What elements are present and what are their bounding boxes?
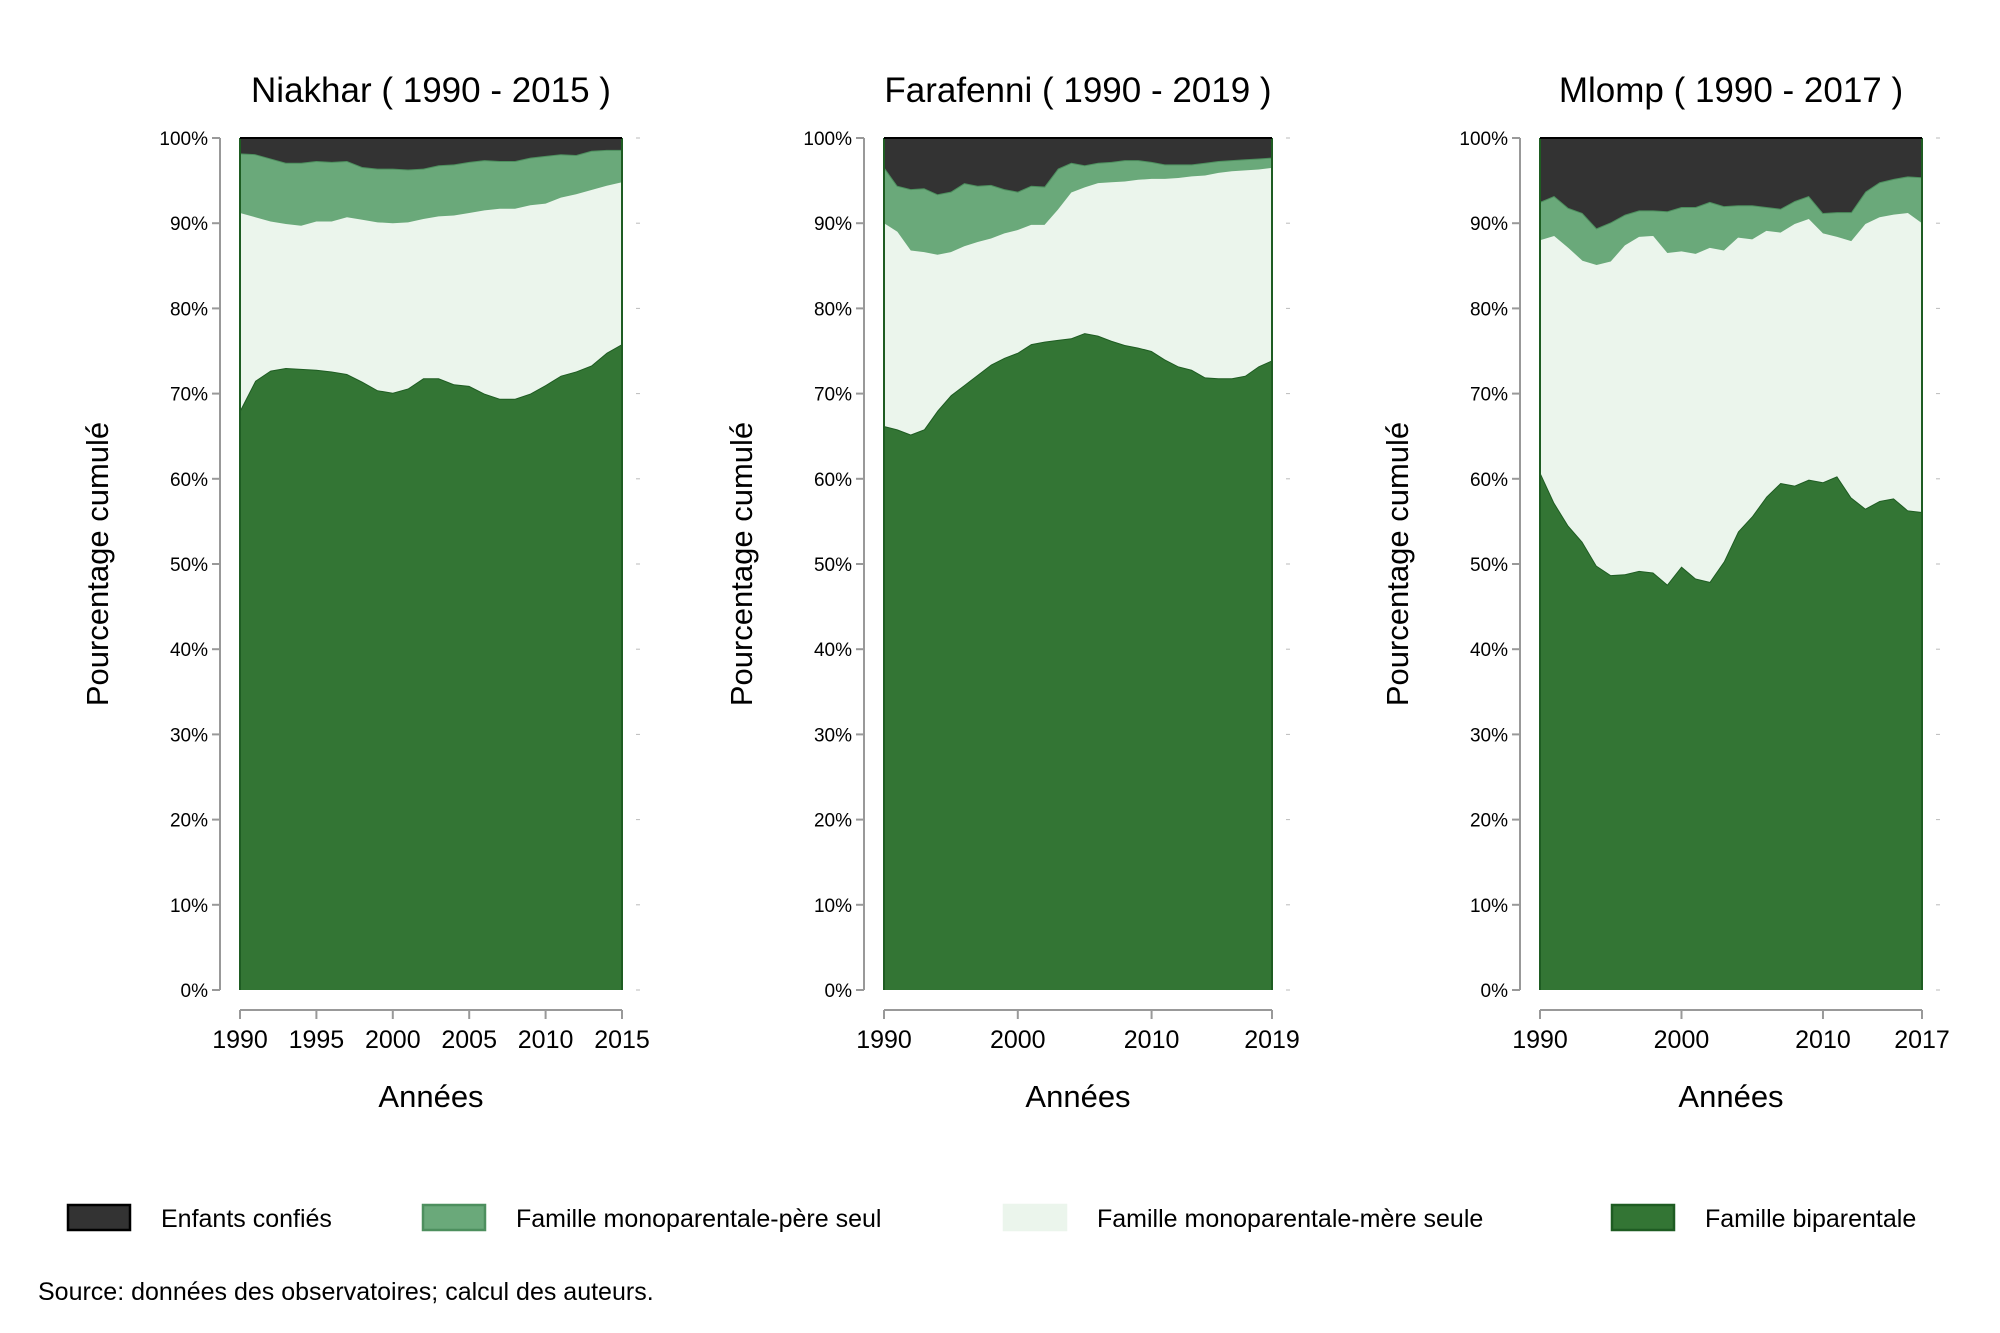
x-tick-label: 2010 (518, 1026, 574, 1054)
y-tick-label: 100% (159, 129, 208, 150)
x-tick-label: 2010 (1795, 1026, 1851, 1054)
x-tick-label: 2015 (594, 1026, 650, 1054)
y-tick-label: 0% (825, 981, 853, 1002)
y-tick-label: 30% (1470, 725, 1508, 746)
source-note: Source: données des observatoires; calcu… (38, 1278, 654, 1306)
legend-label: Famille biparentale (1705, 1205, 1916, 1233)
y-tick-label: 50% (170, 555, 208, 576)
x-axis-title: Années (378, 1079, 483, 1114)
area-famille-biparentale (1540, 471, 1922, 991)
y-tick-label: 10% (814, 896, 852, 917)
y-tick-label: 90% (1470, 214, 1508, 235)
legend-item-enfants-confies: Enfants confiés (66, 1203, 332, 1233)
area-enfants-confies (884, 138, 1272, 195)
area-famille-biparentale (240, 344, 622, 990)
legend-label: Famille monoparentale-mère seule (1097, 1205, 1483, 1233)
area-famille-monoparentale-pere-seul (240, 149, 622, 226)
x-tick-label: 1990 (212, 1026, 268, 1054)
y-tick-label: 60% (814, 470, 852, 491)
y-tick-label: 100% (1459, 129, 1508, 150)
area-enfants-confies (1540, 138, 1922, 229)
legend-swatch (66, 1203, 132, 1232)
y-tick-label: 100% (803, 129, 852, 150)
y-tick-label: 80% (1470, 299, 1508, 320)
y-tick-label: 80% (170, 299, 208, 320)
y-tick-label: 30% (814, 725, 852, 746)
area-famille-monoparentale-pere-seul (884, 157, 1272, 255)
area-famille-monoparentale-pere-seul (1540, 176, 1922, 265)
x-tick-label: 2010 (1124, 1026, 1180, 1054)
panel-mlomp: 0% 10% 20% 30% 40% 50% 60% 70% 80% 90% 100% 1990 200… (1380, 71, 1950, 1114)
y-tick-label: 30% (170, 725, 208, 746)
panel-title: Niakhar ( 1990 - 2015 ) (251, 71, 611, 110)
y-tick-label: 10% (170, 896, 208, 917)
y-tick-label: 0% (181, 981, 209, 1002)
y-tick-label: 70% (170, 385, 208, 406)
y-tick-label: 90% (170, 214, 208, 235)
legend-label: Enfants confiés (161, 1205, 332, 1233)
x-tick-label: 1990 (1512, 1026, 1568, 1054)
y-tick-label: 70% (814, 385, 852, 406)
y-tick-label: 10% (1470, 896, 1508, 917)
legend-item-famille-monoparentale-pere-seul: Famille monoparentale-père seul (421, 1203, 881, 1233)
x-tick-label: 2000 (1654, 1026, 1710, 1054)
y-axis-title: Pourcentage cumulé (724, 422, 759, 706)
legend-item-famille-biparentale: Famille biparentale (1610, 1203, 1916, 1233)
legend-swatch (1610, 1203, 1676, 1232)
y-tick-label: 70% (1470, 385, 1508, 406)
area-famille-monoparentale-mere-seule (240, 182, 622, 411)
area-famille-monoparentale-mere-seule (884, 167, 1272, 435)
legend-item-famille-monoparentale-mere-seule: Famille monoparentale-mère seule (1002, 1203, 1483, 1233)
y-tick-label: 60% (1470, 470, 1508, 491)
chart-panels: 0% 10% 20% 30% 40% 50% 60% 70% 80% 90% 100% 1990 199… (80, 71, 1950, 1114)
x-tick-label: 1990 (856, 1026, 912, 1054)
legend-label: Famille monoparentale-père seul (516, 1205, 881, 1233)
panel-farafenni: 0% 10% 20% 30% 40% 50% 60% 70% 80% 90% 100% 1990 200… (724, 71, 1300, 1114)
y-axis-title: Pourcentage cumulé (1380, 422, 1415, 706)
area-enfants-confies (240, 138, 622, 170)
y-tick-label: 0% (1481, 981, 1509, 1002)
panel-title: Farafenni ( 1990 - 2019 ) (884, 71, 1271, 110)
x-axis-title: Années (1025, 1079, 1130, 1114)
x-axis-title: Années (1678, 1079, 1783, 1114)
y-tick-label: 40% (814, 640, 852, 661)
y-tick-label: 20% (1470, 811, 1508, 832)
y-axis-title: Pourcentage cumulé (80, 422, 115, 706)
y-tick-label: 40% (1470, 640, 1508, 661)
y-tick-label: 90% (814, 214, 852, 235)
legend: Enfants confiés Famille monoparentale-pèr… (66, 1203, 1916, 1233)
y-tick-label: 20% (814, 811, 852, 832)
legend-swatch (421, 1203, 487, 1232)
y-tick-label: 40% (170, 640, 208, 661)
panel-title: Mlomp ( 1990 - 2017 ) (1559, 71, 1903, 110)
x-tick-label: 2000 (990, 1026, 1046, 1054)
x-tick-label: 2005 (441, 1026, 497, 1054)
y-tick-label: 60% (170, 470, 208, 491)
legend-swatch (1002, 1203, 1068, 1232)
area-famille-biparentale (884, 333, 1272, 990)
x-tick-label: 2000 (365, 1026, 421, 1054)
area-famille-monoparentale-mere-seule (1540, 212, 1922, 585)
x-tick-label: 2019 (1244, 1026, 1300, 1054)
y-tick-label: 50% (1470, 555, 1508, 576)
x-tick-label: 1995 (289, 1026, 345, 1054)
y-tick-label: 80% (814, 299, 852, 320)
x-tick-label: 2017 (1894, 1026, 1950, 1054)
panel-niakhar: 0% 10% 20% 30% 40% 50% 60% 70% 80% 90% 100% 1990 199… (80, 71, 650, 1114)
y-tick-label: 50% (814, 555, 852, 576)
y-tick-label: 20% (170, 811, 208, 832)
